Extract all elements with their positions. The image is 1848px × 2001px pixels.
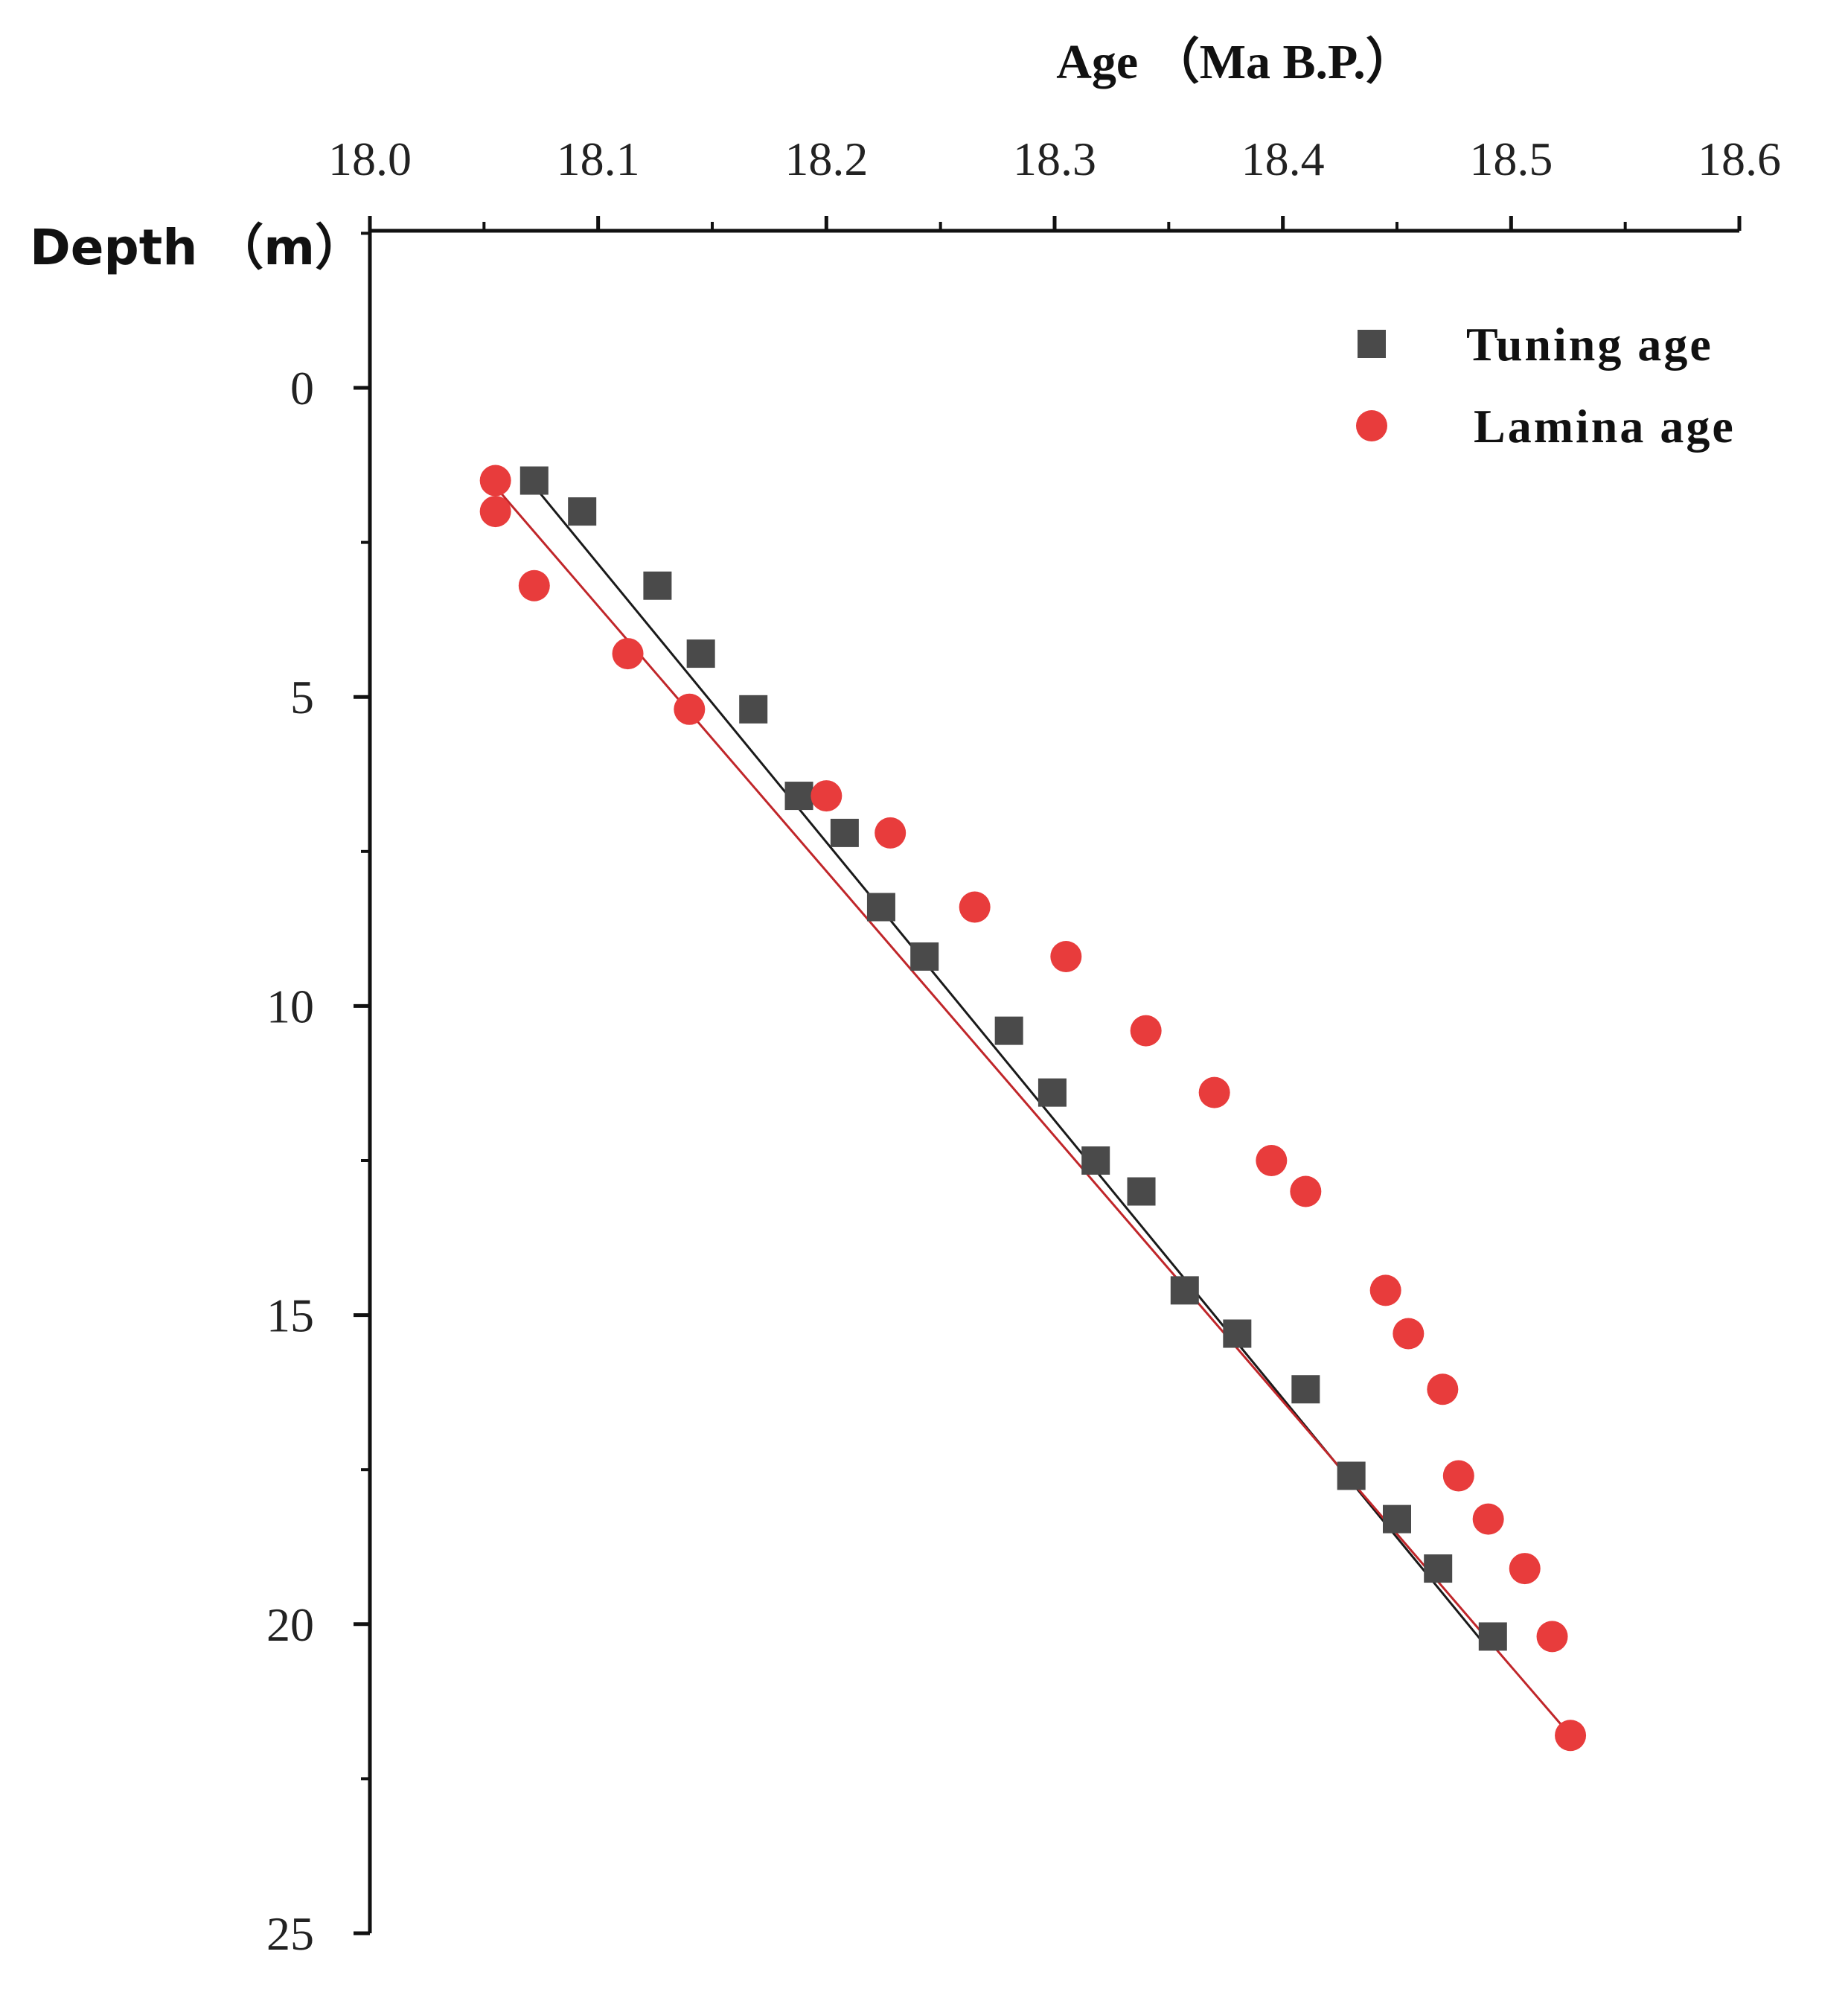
x-tick-label: 18.5 — [1469, 133, 1553, 185]
lamina-age-point — [1427, 1373, 1459, 1405]
lamina-age-point — [1369, 1274, 1401, 1306]
lamina-age-point — [479, 496, 511, 528]
lamina-age-point — [1536, 1621, 1568, 1653]
lamina-age-point — [1393, 1318, 1425, 1350]
lamina-age-point — [959, 891, 991, 923]
x-tick-label: 18.1 — [557, 133, 640, 185]
y-tick-label: 25 — [266, 1907, 314, 1960]
lamina-age-point — [1509, 1553, 1541, 1585]
lamina-age-point — [674, 693, 706, 725]
x-tick-label: 18.2 — [784, 133, 868, 185]
tuning-age-point — [1383, 1504, 1411, 1534]
legend-lamina-label: Lamina age — [1474, 400, 1736, 453]
lamina-age-point — [1555, 1720, 1587, 1752]
data-points — [479, 465, 1587, 1752]
legend-tuning-label: Tuning age — [1466, 318, 1713, 371]
tuning-age-point — [1037, 1078, 1067, 1107]
tuning-age-point — [1291, 1375, 1320, 1404]
y-axis-title: Depth （m） — [30, 219, 364, 276]
tuning-age-point — [643, 571, 672, 600]
tuning-age-point — [1424, 1554, 1453, 1583]
tuning-age-point — [686, 639, 715, 668]
tuning-age-point — [830, 818, 859, 847]
axes: 18.0 18.1 18.2 18.3 18.4 18.5 18.6 0 5 10 15 20 25 — [266, 133, 1781, 1960]
lamina-age-point — [479, 465, 511, 497]
tuning-age-point — [739, 695, 768, 724]
trend-line — [494, 485, 1572, 1737]
tuning-age-point — [1223, 1319, 1252, 1348]
y-tick-label: 0 — [290, 362, 314, 415]
tuning-age-point — [910, 942, 939, 971]
x-tick-label: 18.6 — [1698, 133, 1781, 185]
lamina-age-point — [518, 569, 550, 601]
tuning-age-point — [519, 466, 549, 495]
x-tick-label: 18.3 — [1013, 133, 1096, 185]
lamina-age-point — [811, 780, 843, 812]
tuning-age-point — [1170, 1276, 1199, 1305]
legend-lamina-marker — [1356, 410, 1387, 441]
y-tick-label: 5 — [290, 671, 314, 724]
y-tick-label: 15 — [266, 1289, 314, 1342]
lamina-age-point — [1050, 940, 1082, 972]
lamina-age-point — [1256, 1145, 1288, 1176]
tuning-age-point — [1127, 1177, 1156, 1206]
tuning-age-point — [784, 782, 813, 811]
tuning-age-point — [1337, 1461, 1366, 1490]
tuning-age-point — [568, 497, 597, 526]
x-axis-title: Age （Ma B.P.） — [1056, 34, 1415, 89]
lamina-age-point — [1442, 1460, 1474, 1492]
tuning-age-point — [1081, 1146, 1110, 1175]
tuning-age-point — [994, 1016, 1023, 1045]
lamina-age-point — [1290, 1175, 1322, 1207]
tuning-age-point — [1478, 1622, 1507, 1651]
tuning-age-point — [866, 893, 895, 922]
y-tick-label: 10 — [266, 980, 314, 1033]
lamina-age-point — [875, 817, 907, 849]
trend-lines — [494, 479, 1572, 1737]
legend: Tuning age Lamina age — [1356, 318, 1736, 453]
lamina-age-point — [1198, 1076, 1230, 1108]
lamina-age-point — [1130, 1015, 1162, 1047]
y-tick-label: 20 — [266, 1598, 314, 1651]
legend-tuning-marker — [1358, 330, 1386, 358]
lamina-age-point — [612, 638, 644, 670]
lamina-age-point — [1472, 1503, 1504, 1535]
x-tick-label: 18.4 — [1241, 133, 1325, 185]
x-tick-label: 18.0 — [328, 133, 412, 185]
